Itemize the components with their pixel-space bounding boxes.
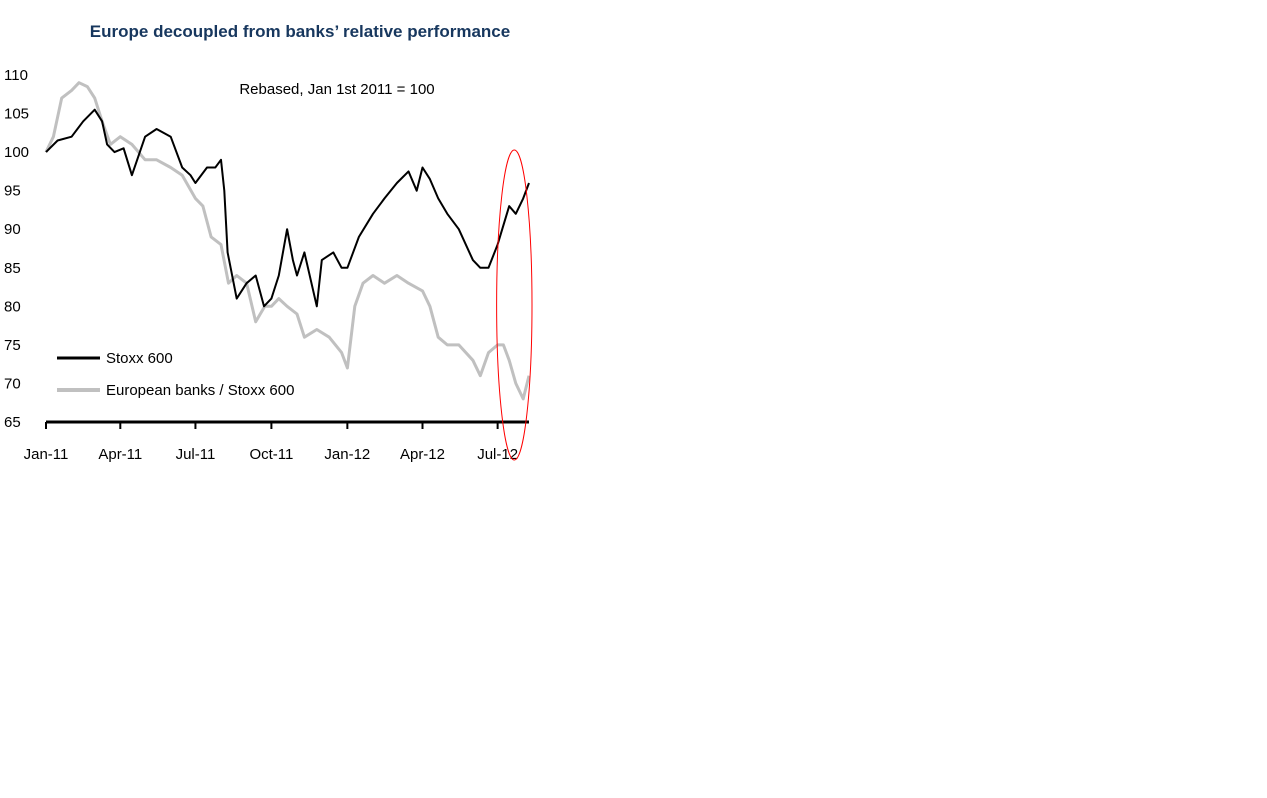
x-axis: Jan-11 Apr-11 Jul-11 Oct-11 Jan-12 Apr-12 Jul-… [24,420,529,463]
y-tick-label: 105 [4,106,29,123]
y-tick-label: 85 [4,260,21,277]
chart-title: Europe decoupled from banks’ relative pe… [89,22,511,41]
y-tick-label: 90 [4,221,21,238]
x-tick-label: Jan-12 [324,446,370,463]
highlight-layer [496,149,533,461]
x-tick-label: Jul-11 [176,446,216,463]
legend: Stoxx 600 European banks / Stoxx 600 [57,350,294,399]
y-tick-label: 70 [4,375,21,392]
y-axis-labels: 65 70 75 80 85 90 95 100 105 110 [4,67,29,431]
chart-annotation: Rebased, Jan 1st 2011 = 100 [239,81,434,98]
y-tick-label: 100 [4,144,29,161]
y-tick-label: 80 [4,298,21,315]
y-tick-label: 75 [4,337,21,354]
x-tick-label: Apr-11 [98,446,142,463]
y-tick-label: 65 [4,414,21,431]
series-layer [44,81,531,401]
legend-label: European banks / Stoxx 600 [106,382,294,399]
series-line-stoxx-600 [45,108,530,308]
x-tick-label: Apr-12 [400,446,445,463]
highlight-ellipse [496,149,533,461]
x-tick-label: Oct-11 [249,446,293,463]
y-tick-label: 95 [4,183,21,200]
series-line-banks-relative [44,81,531,401]
y-tick-label: 110 [4,67,28,84]
x-tick-label: Jul-12 [477,446,518,463]
legend-label: Stoxx 600 [106,350,173,367]
x-tick-label: Jan-11 [24,446,69,463]
